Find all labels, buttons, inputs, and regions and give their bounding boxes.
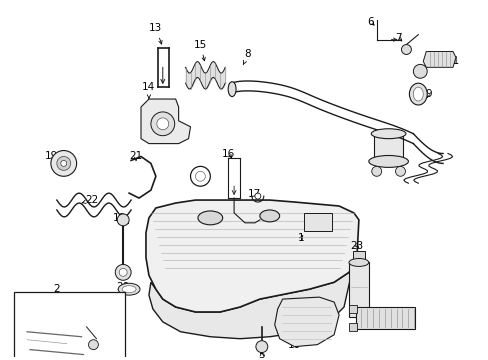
Polygon shape (149, 262, 353, 339)
Text: 8: 8 (243, 49, 251, 65)
Circle shape (254, 193, 260, 199)
Text: 15: 15 (193, 40, 206, 61)
Ellipse shape (122, 286, 136, 293)
Polygon shape (141, 99, 190, 144)
Circle shape (57, 157, 71, 170)
Circle shape (61, 161, 66, 166)
Ellipse shape (370, 129, 405, 139)
Text: 13: 13 (149, 23, 162, 44)
Circle shape (157, 118, 168, 130)
Text: 21: 21 (129, 152, 142, 162)
Bar (373, 134, 403, 161)
Ellipse shape (259, 210, 279, 222)
Circle shape (115, 265, 131, 280)
Bar (348, 305, 356, 313)
Circle shape (88, 340, 98, 350)
Ellipse shape (368, 156, 407, 167)
Text: 24: 24 (357, 300, 370, 310)
Ellipse shape (348, 258, 368, 266)
Ellipse shape (408, 83, 427, 105)
Polygon shape (423, 51, 455, 67)
Circle shape (395, 166, 405, 176)
Text: 9: 9 (424, 89, 430, 99)
Circle shape (371, 166, 381, 176)
Bar (304, 213, 331, 231)
Ellipse shape (118, 283, 140, 295)
Polygon shape (145, 200, 358, 312)
Circle shape (119, 269, 127, 276)
Text: 16: 16 (221, 149, 234, 158)
Bar (14, 292, 125, 360)
Text: 7: 7 (394, 33, 401, 42)
Bar (355, 307, 414, 329)
Text: 4: 4 (0, 359, 1, 360)
Circle shape (195, 171, 205, 181)
Text: 22: 22 (82, 195, 98, 205)
Polygon shape (274, 297, 338, 347)
Text: 20: 20 (116, 282, 129, 292)
Text: 11: 11 (446, 57, 459, 66)
Text: 5: 5 (258, 350, 264, 360)
Text: 23: 23 (349, 240, 363, 251)
Text: 14: 14 (142, 82, 155, 98)
Text: 1: 1 (298, 233, 304, 243)
Bar (348, 262, 368, 317)
Text: 3: 3 (0, 359, 1, 360)
Circle shape (412, 64, 427, 78)
Text: 17: 17 (248, 189, 261, 199)
Circle shape (51, 150, 77, 176)
Circle shape (401, 45, 410, 54)
Ellipse shape (228, 82, 236, 96)
Ellipse shape (198, 211, 222, 225)
Bar (352, 251, 364, 265)
Circle shape (255, 341, 267, 352)
Text: 2: 2 (53, 284, 60, 297)
Bar (348, 323, 356, 331)
Ellipse shape (412, 87, 423, 101)
Circle shape (190, 166, 210, 186)
Circle shape (151, 112, 174, 136)
Text: 19: 19 (45, 152, 59, 162)
Text: 18: 18 (112, 213, 125, 226)
Text: 12: 12 (191, 171, 204, 181)
Circle shape (117, 214, 129, 226)
Text: 6: 6 (366, 17, 373, 27)
Text: 25: 25 (381, 141, 394, 152)
Text: 10: 10 (287, 339, 301, 350)
